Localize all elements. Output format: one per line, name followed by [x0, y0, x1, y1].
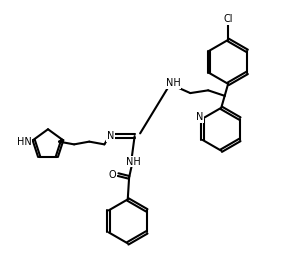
Text: HN: HN [17, 137, 32, 147]
Text: O: O [109, 170, 117, 180]
Text: NH: NH [166, 78, 180, 89]
Text: Cl: Cl [223, 14, 233, 24]
Text: N: N [107, 131, 114, 141]
Text: NH: NH [126, 157, 141, 167]
Text: N: N [196, 112, 204, 122]
